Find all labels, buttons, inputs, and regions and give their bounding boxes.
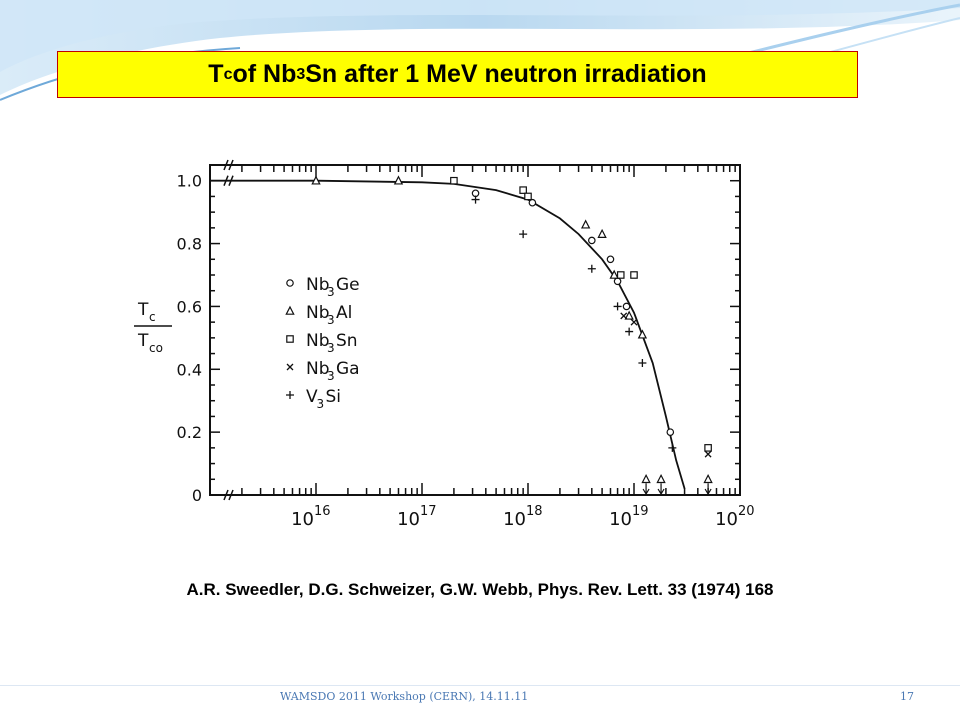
x-tick-exponent: 18 — [526, 504, 543, 519]
legend-marker — [286, 363, 294, 371]
legend-marker — [286, 391, 294, 399]
x-tick-label: 10 — [291, 509, 314, 530]
axis-break — [223, 489, 229, 501]
data-point-nb3sn — [524, 192, 532, 201]
data-point-nb3al — [656, 473, 666, 484]
data-point-nb3sn — [450, 176, 458, 185]
upper-limit-arrow — [704, 483, 712, 496]
legend-marker — [285, 305, 295, 315]
data-point-nb3al — [393, 175, 404, 185]
legend-label-sub: 3 — [327, 313, 335, 327]
data-point-nb3al — [624, 310, 634, 320]
legend-label-rest: Al — [336, 303, 352, 323]
y-tick-label: 1.0 — [177, 172, 202, 191]
page-number: 17 — [900, 690, 914, 703]
data-point-nb3al — [580, 219, 591, 229]
data-point-nb3al — [609, 269, 619, 279]
legend-label-sub: 3 — [327, 285, 335, 299]
upper-limit-arrow — [642, 483, 650, 496]
data-point-nb3al — [637, 329, 648, 339]
legend-marker — [286, 335, 294, 343]
legend-label-sub: 3 — [327, 369, 335, 383]
y-axis-label-denominator-sub: co — [149, 341, 163, 355]
data-point-nb3ga — [630, 318, 638, 326]
upper-limit-arrow — [657, 483, 665, 496]
legend-marker — [286, 279, 294, 287]
legend-label-sub: 3 — [317, 397, 325, 411]
data-point-nb3sn — [630, 271, 638, 279]
data-point-nb3al — [597, 228, 607, 238]
title-t: T — [208, 60, 224, 88]
fit-curve-line — [210, 179, 686, 489]
data-point-nb3ge — [613, 277, 622, 286]
fit-curve — [210, 179, 686, 489]
data-point-nb3ge — [528, 198, 537, 207]
data-point-nb3al — [641, 473, 651, 484]
legend-label: Nb — [306, 331, 330, 351]
data-points — [311, 175, 713, 496]
x-tick-label: 10 — [503, 509, 526, 530]
legend-label-sub: 3 — [327, 341, 335, 355]
footer-text: WAMSDO 2011 Workshop (CERN), 14.11.11 — [280, 690, 529, 703]
legend-label: Nb — [306, 275, 330, 295]
footer-divider — [0, 685, 960, 686]
citation: A.R. Sweedler, D.G. Schweizer, G.W. Webb… — [186, 580, 774, 599]
data-point-v3si — [625, 327, 634, 336]
x-tick-exponent: 19 — [632, 504, 649, 519]
data-point-v3si — [638, 359, 647, 367]
legend-label-rest: Ga — [336, 359, 360, 379]
plot-frame — [209, 159, 741, 501]
y-axis-label-numerator: T — [137, 300, 149, 320]
data-point-v3si — [613, 302, 622, 311]
y-tick-label: 0.8 — [177, 235, 202, 254]
y-tick-label: 0.6 — [177, 297, 202, 316]
data-point-nb3ge — [666, 428, 675, 436]
data-point-nb3al — [311, 175, 321, 185]
x-tick-label: 10 — [715, 509, 738, 530]
data-point-nb3ge — [606, 255, 615, 264]
x-tick-exponent: 17 — [420, 504, 437, 519]
title-sub-c: c — [223, 65, 233, 83]
data-point-nb3ga — [704, 450, 712, 458]
plot-border — [209, 164, 741, 496]
title-mid: of Nb — [232, 60, 297, 88]
axis-break — [223, 159, 229, 171]
x-tick-label: 10 — [609, 509, 632, 530]
y-tick-label: 0 — [192, 486, 202, 505]
data-point-v3si — [519, 230, 528, 239]
y-tick-label: 0.2 — [177, 423, 202, 442]
axis-break — [228, 489, 234, 501]
data-point-nb3sn — [704, 444, 712, 452]
data-point-nb3ga — [620, 312, 628, 320]
title-post: Sn after 1 MeV neutron irradiation — [305, 60, 707, 88]
axis-labels: 00.20.40.60.81.010 16 10 17 10 18 10 19 10 20T cT c… — [134, 172, 755, 530]
x-tick-exponent: 16 — [314, 504, 331, 519]
legend-label-rest: Si — [326, 387, 342, 407]
data-point-nb3ge — [471, 189, 480, 198]
data-point-v3si — [668, 443, 677, 452]
x-tick-label: 10 — [397, 509, 420, 530]
y-axis-label-denominator: T — [137, 331, 149, 351]
x-tick-exponent: 20 — [738, 504, 755, 519]
data-point-nb3ge — [622, 302, 631, 311]
legend-label-rest: Ge — [336, 275, 360, 295]
y-tick-label: 0.4 — [177, 360, 202, 379]
legend-label-rest: Sn — [336, 331, 358, 351]
data-point-v3si — [471, 195, 480, 204]
axis-break — [228, 159, 234, 171]
legend-label: Nb — [306, 359, 330, 379]
y-axis-label-numerator-sub: c — [149, 310, 156, 324]
data-point-nb3sn — [616, 271, 625, 279]
legend-label: V — [306, 387, 318, 407]
legend-label: Nb — [306, 303, 330, 323]
data-point-nb3sn — [519, 186, 527, 194]
title-sub-3: 3 — [296, 65, 306, 83]
data-point-v3si — [587, 264, 596, 273]
data-point-nb3ge — [588, 236, 596, 245]
tc-chart: 00.20.40.60.81.010 16 10 17 10 18 10 19 10 20T cT c… — [134, 159, 755, 530]
data-point-nb3al — [703, 473, 713, 484]
